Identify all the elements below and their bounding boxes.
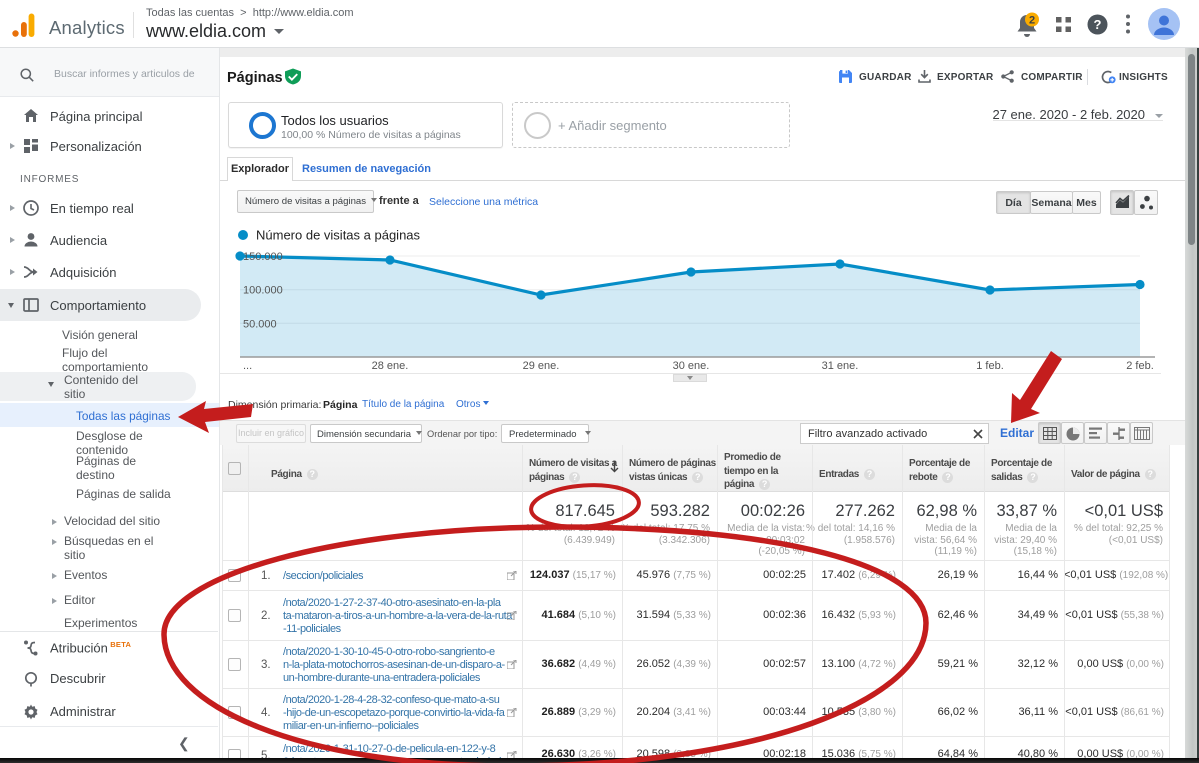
- svg-text:100.000: 100.000: [243, 285, 283, 297]
- svg-text:1 feb.: 1 feb.: [976, 360, 1004, 372]
- svg-text:29 ene.: 29 ene.: [523, 360, 560, 372]
- svg-text:2 feb.: 2 feb.: [1126, 360, 1154, 372]
- svg-text:...: ...: [243, 360, 252, 372]
- svg-text:50.000: 50.000: [243, 318, 277, 330]
- svg-text:?: ?: [1094, 17, 1102, 32]
- svg-text:31 ene.: 31 ene.: [822, 360, 859, 372]
- svg-text:2: 2: [1029, 14, 1035, 26]
- svg-text:30 ene.: 30 ene.: [673, 360, 710, 372]
- svg-text:28 ene.: 28 ene.: [372, 360, 409, 372]
- svg-text:150.000: 150.000: [243, 251, 283, 263]
- svg-text:Número de visitas a páginas: Número de visitas a páginas: [256, 228, 421, 243]
